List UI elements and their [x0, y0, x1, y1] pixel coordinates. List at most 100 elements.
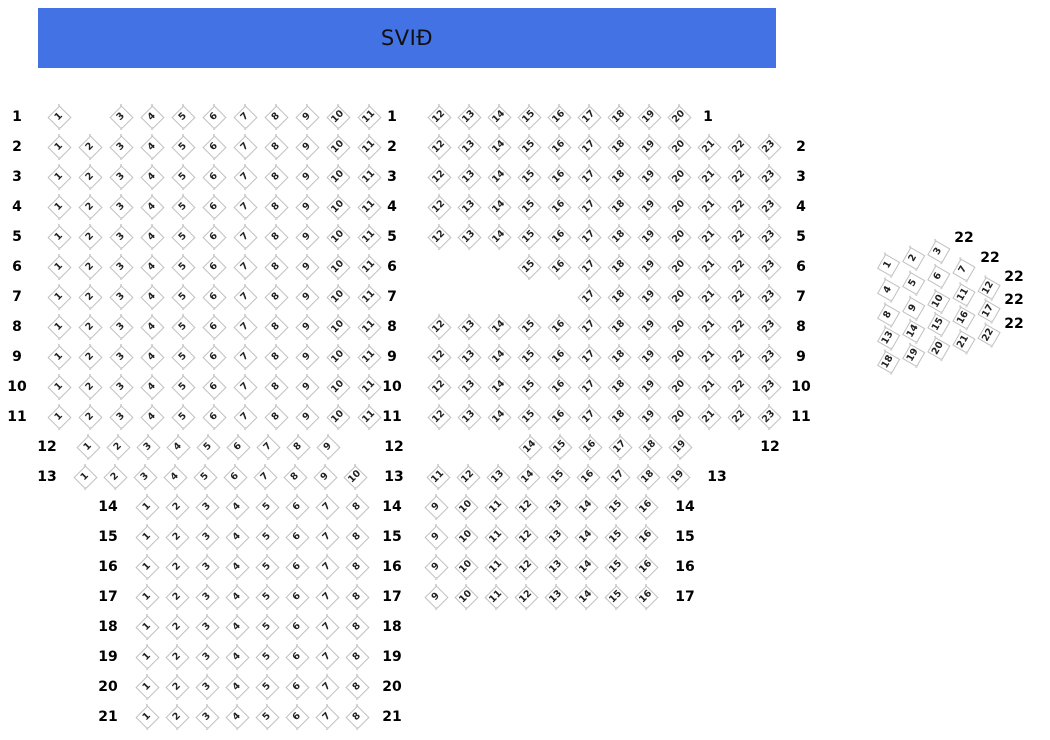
seat[interactable]: 9: [294, 284, 320, 310]
seat[interactable]: 10: [325, 404, 351, 430]
seat[interactable]: 14: [486, 224, 512, 250]
seat[interactable]: 19: [636, 254, 662, 280]
seat[interactable]: 8: [263, 194, 289, 220]
seat[interactable]: 11: [356, 344, 382, 370]
seat[interactable]: 12: [426, 344, 452, 370]
seat[interactable]: 8: [344, 614, 370, 640]
seat[interactable]: 3: [108, 224, 134, 250]
seat[interactable]: 20: [666, 194, 692, 220]
seat[interactable]: 19: [636, 104, 662, 130]
seat[interactable]: 14: [573, 554, 599, 580]
seat[interactable]: 12: [426, 374, 452, 400]
seat[interactable]: 5: [170, 104, 196, 130]
seat[interactable]: 9: [294, 224, 320, 250]
seat[interactable]: 15: [516, 404, 542, 430]
seat[interactable]: 1: [46, 254, 72, 280]
seat[interactable]: 10: [453, 494, 479, 520]
seat[interactable]: 9: [294, 134, 320, 160]
seat[interactable]: 2: [164, 674, 190, 700]
seat[interactable]: 20: [666, 104, 692, 130]
seat[interactable]: 19: [636, 344, 662, 370]
seat[interactable]: 3: [108, 194, 134, 220]
seat[interactable]: 7: [232, 104, 258, 130]
seat[interactable]: 10: [325, 134, 351, 160]
seat[interactable]: 9: [294, 344, 320, 370]
seat[interactable]: 3: [108, 134, 134, 160]
seat[interactable]: 17: [576, 404, 602, 430]
seat[interactable]: 15: [516, 134, 542, 160]
seat[interactable]: 3: [135, 434, 161, 460]
seat[interactable]: 16: [633, 494, 659, 520]
seat[interactable]: 21: [696, 374, 722, 400]
seat[interactable]: 23: [756, 374, 782, 400]
seat[interactable]: 9: [423, 584, 449, 610]
seat[interactable]: 6: [201, 314, 227, 340]
seat[interactable]: 1: [46, 224, 72, 250]
seat[interactable]: 6: [284, 554, 310, 580]
seat[interactable]: 7: [232, 134, 258, 160]
seat[interactable]: 11: [356, 224, 382, 250]
seat[interactable]: 11: [483, 554, 509, 580]
seat[interactable]: 4: [139, 374, 165, 400]
seat[interactable]: 18: [606, 344, 632, 370]
seat[interactable]: 21: [696, 134, 722, 160]
seat[interactable]: 7: [314, 674, 340, 700]
seat[interactable]: 13: [456, 224, 482, 250]
seat[interactable]: 6: [284, 674, 310, 700]
seat[interactable]: 2: [164, 614, 190, 640]
seat[interactable]: 15: [516, 194, 542, 220]
seat[interactable]: 8: [344, 704, 370, 730]
seat[interactable]: 10: [325, 254, 351, 280]
seat[interactable]: 22: [726, 284, 752, 310]
seat[interactable]: 2: [77, 314, 103, 340]
seat[interactable]: 22: [726, 224, 752, 250]
seat[interactable]: 5: [195, 434, 221, 460]
seat[interactable]: 3: [194, 494, 220, 520]
seat[interactable]: 12: [426, 314, 452, 340]
seat[interactable]: 19: [636, 374, 662, 400]
seat[interactable]: 15: [603, 494, 629, 520]
seat[interactable]: 7: [232, 224, 258, 250]
seat[interactable]: 9: [312, 464, 338, 490]
seat[interactable]: 23: [756, 194, 782, 220]
seat[interactable]: 14: [486, 374, 512, 400]
seat[interactable]: 11: [356, 284, 382, 310]
seat[interactable]: 1: [46, 314, 72, 340]
seat[interactable]: 22: [726, 344, 752, 370]
seat[interactable]: 4: [224, 494, 250, 520]
seat[interactable]: 6: [201, 224, 227, 250]
seat[interactable]: 17: [576, 104, 602, 130]
seat[interactable]: 18: [606, 104, 632, 130]
seat[interactable]: 4: [139, 344, 165, 370]
seat[interactable]: 4: [139, 104, 165, 130]
seat[interactable]: 8: [344, 644, 370, 670]
seat[interactable]: 9: [294, 374, 320, 400]
seat[interactable]: 4: [139, 404, 165, 430]
seat[interactable]: 11: [425, 464, 451, 490]
seat[interactable]: 10: [325, 164, 351, 190]
seat[interactable]: 23: [756, 284, 782, 310]
seat[interactable]: 1: [46, 284, 72, 310]
seat[interactable]: 15: [516, 104, 542, 130]
seat[interactable]: 10: [325, 284, 351, 310]
seat[interactable]: 7: [314, 704, 340, 730]
seat[interactable]: 14: [573, 524, 599, 550]
seat[interactable]: 4: [139, 134, 165, 160]
seat[interactable]: 8: [263, 314, 289, 340]
seat[interactable]: 7: [314, 554, 340, 580]
seat[interactable]: 9: [294, 164, 320, 190]
seat[interactable]: 18: [606, 164, 632, 190]
seat[interactable]: 21: [696, 284, 722, 310]
seat[interactable]: 9: [294, 254, 320, 280]
seat[interactable]: 13: [456, 314, 482, 340]
seat[interactable]: 6: [284, 494, 310, 520]
seat[interactable]: 7: [232, 314, 258, 340]
seat[interactable]: 3: [108, 104, 134, 130]
seat[interactable]: 20: [924, 334, 953, 363]
seat[interactable]: 12: [426, 224, 452, 250]
seat[interactable]: 3: [194, 704, 220, 730]
seat[interactable]: 17: [576, 314, 602, 340]
seat[interactable]: 20: [666, 134, 692, 160]
seat[interactable]: 16: [546, 104, 572, 130]
seat[interactable]: 23: [756, 344, 782, 370]
